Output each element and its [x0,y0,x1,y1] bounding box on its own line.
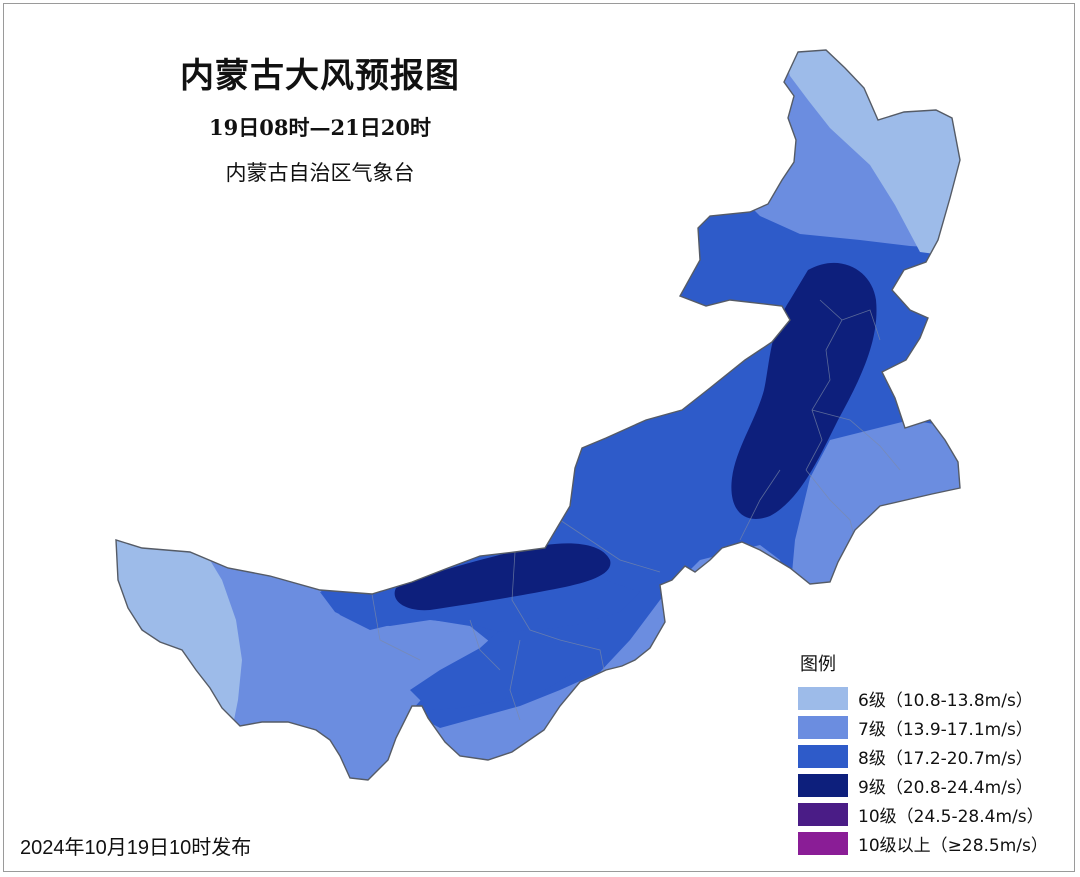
legend-swatch [798,802,848,826]
legend-title: 图例 [800,654,836,675]
legend-swatch [798,773,848,797]
zone-level9-northeast [731,262,877,519]
map-title: 内蒙古大风预报图 [180,56,460,96]
legend-label: 10级（24.5-28.4m/s） [858,806,1044,827]
forecast-period: 19日08时—21日20时 [209,115,431,140]
legend-label: 7级（13.9-17.1m/s） [858,719,1033,740]
legend-item-level7: 7级（13.9-17.1m/s） [798,715,1033,740]
legend-item-above-level10: 10级以上（≥28.5m/s） [798,831,1048,856]
district-boundaries [371,299,901,721]
legend-label: 9级（20.8-24.4m/s） [858,777,1033,798]
zone-level6-west [116,520,242,720]
issue-time: 2024年10月19日10时发布 [20,837,252,859]
zone-level8-southwest [410,630,575,710]
legend-item-level6: 6级（10.8-13.8m/s） [798,686,1033,711]
legend-item-level8: 8级（17.2-20.7m/s） [798,744,1033,769]
legend-swatch [798,686,848,710]
legend-item-level10: 10级（24.5-28.4m/s） [798,802,1044,827]
legend-item-level9: 9级（20.8-24.4m/s） [798,773,1033,798]
legend-swatch [798,744,848,768]
legend-label: 8级（17.2-20.7m/s） [858,748,1033,769]
legend-label: 10级以上（≥28.5m/s） [858,835,1048,856]
legend-label: 6级（10.8-13.8m/s） [858,690,1033,711]
map-frame [3,3,1075,872]
zone-level9-central [394,543,611,611]
legend-swatch [798,831,848,855]
issuing-agency: 内蒙古自治区气象台 [225,161,415,185]
legend-swatch [798,715,848,739]
